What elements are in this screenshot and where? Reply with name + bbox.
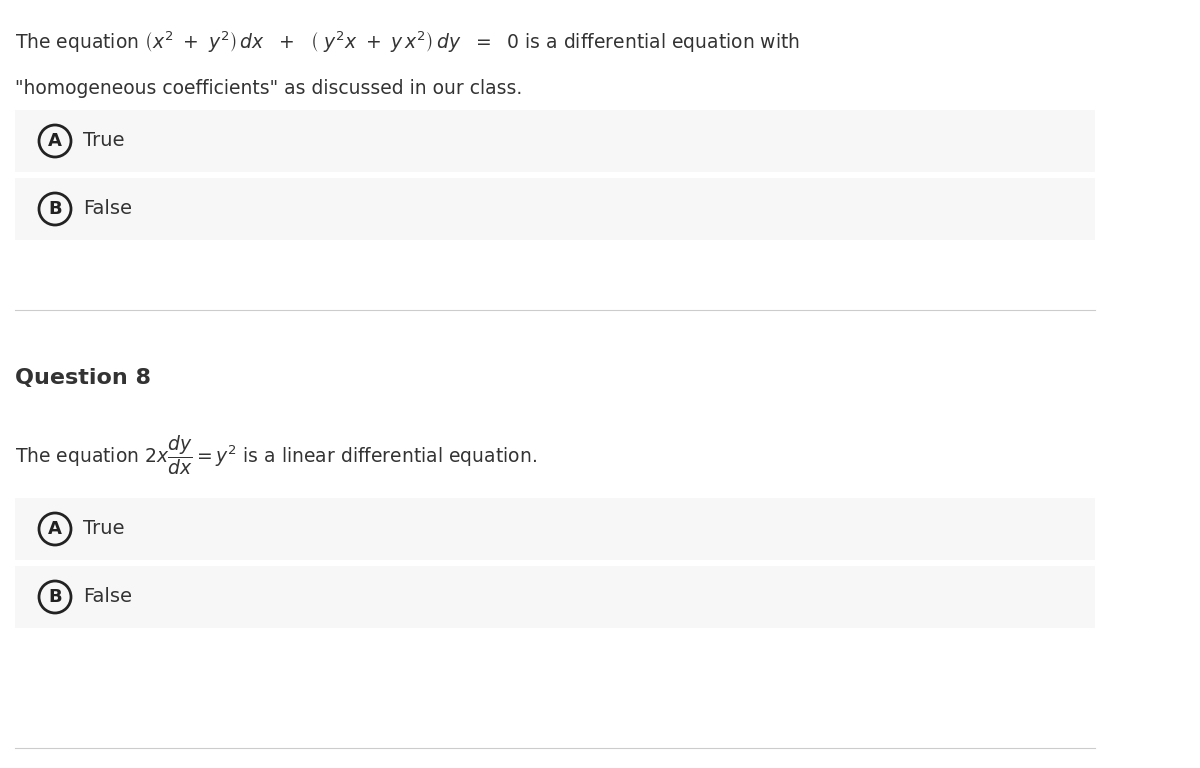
Text: False: False — [83, 200, 132, 219]
Text: "homogeneous coefficients" as discussed in our class.: "homogeneous coefficients" as discussed … — [14, 78, 522, 98]
Text: B: B — [48, 588, 62, 606]
Text: A: A — [48, 520, 62, 538]
Text: False: False — [83, 588, 132, 607]
FancyBboxPatch shape — [14, 178, 1096, 240]
FancyBboxPatch shape — [14, 566, 1096, 628]
Text: True: True — [83, 519, 125, 538]
Text: Question 8: Question 8 — [14, 368, 151, 388]
Text: B: B — [48, 200, 62, 218]
Text: A: A — [48, 132, 62, 150]
FancyBboxPatch shape — [14, 110, 1096, 172]
FancyBboxPatch shape — [14, 498, 1096, 560]
Text: The equation $2x\dfrac{dy}{dx} = y^2$ is a linear differential equation.: The equation $2x\dfrac{dy}{dx} = y^2$ is… — [14, 433, 536, 477]
Text: True: True — [83, 131, 125, 151]
Text: The equation $\left( x^2\ +\ y^2\right)\, dx\ \ +\ \ \left(\ y^2 x\ +\ y\, x^2\r: The equation $\left( x^2\ +\ y^2\right)\… — [14, 29, 800, 55]
